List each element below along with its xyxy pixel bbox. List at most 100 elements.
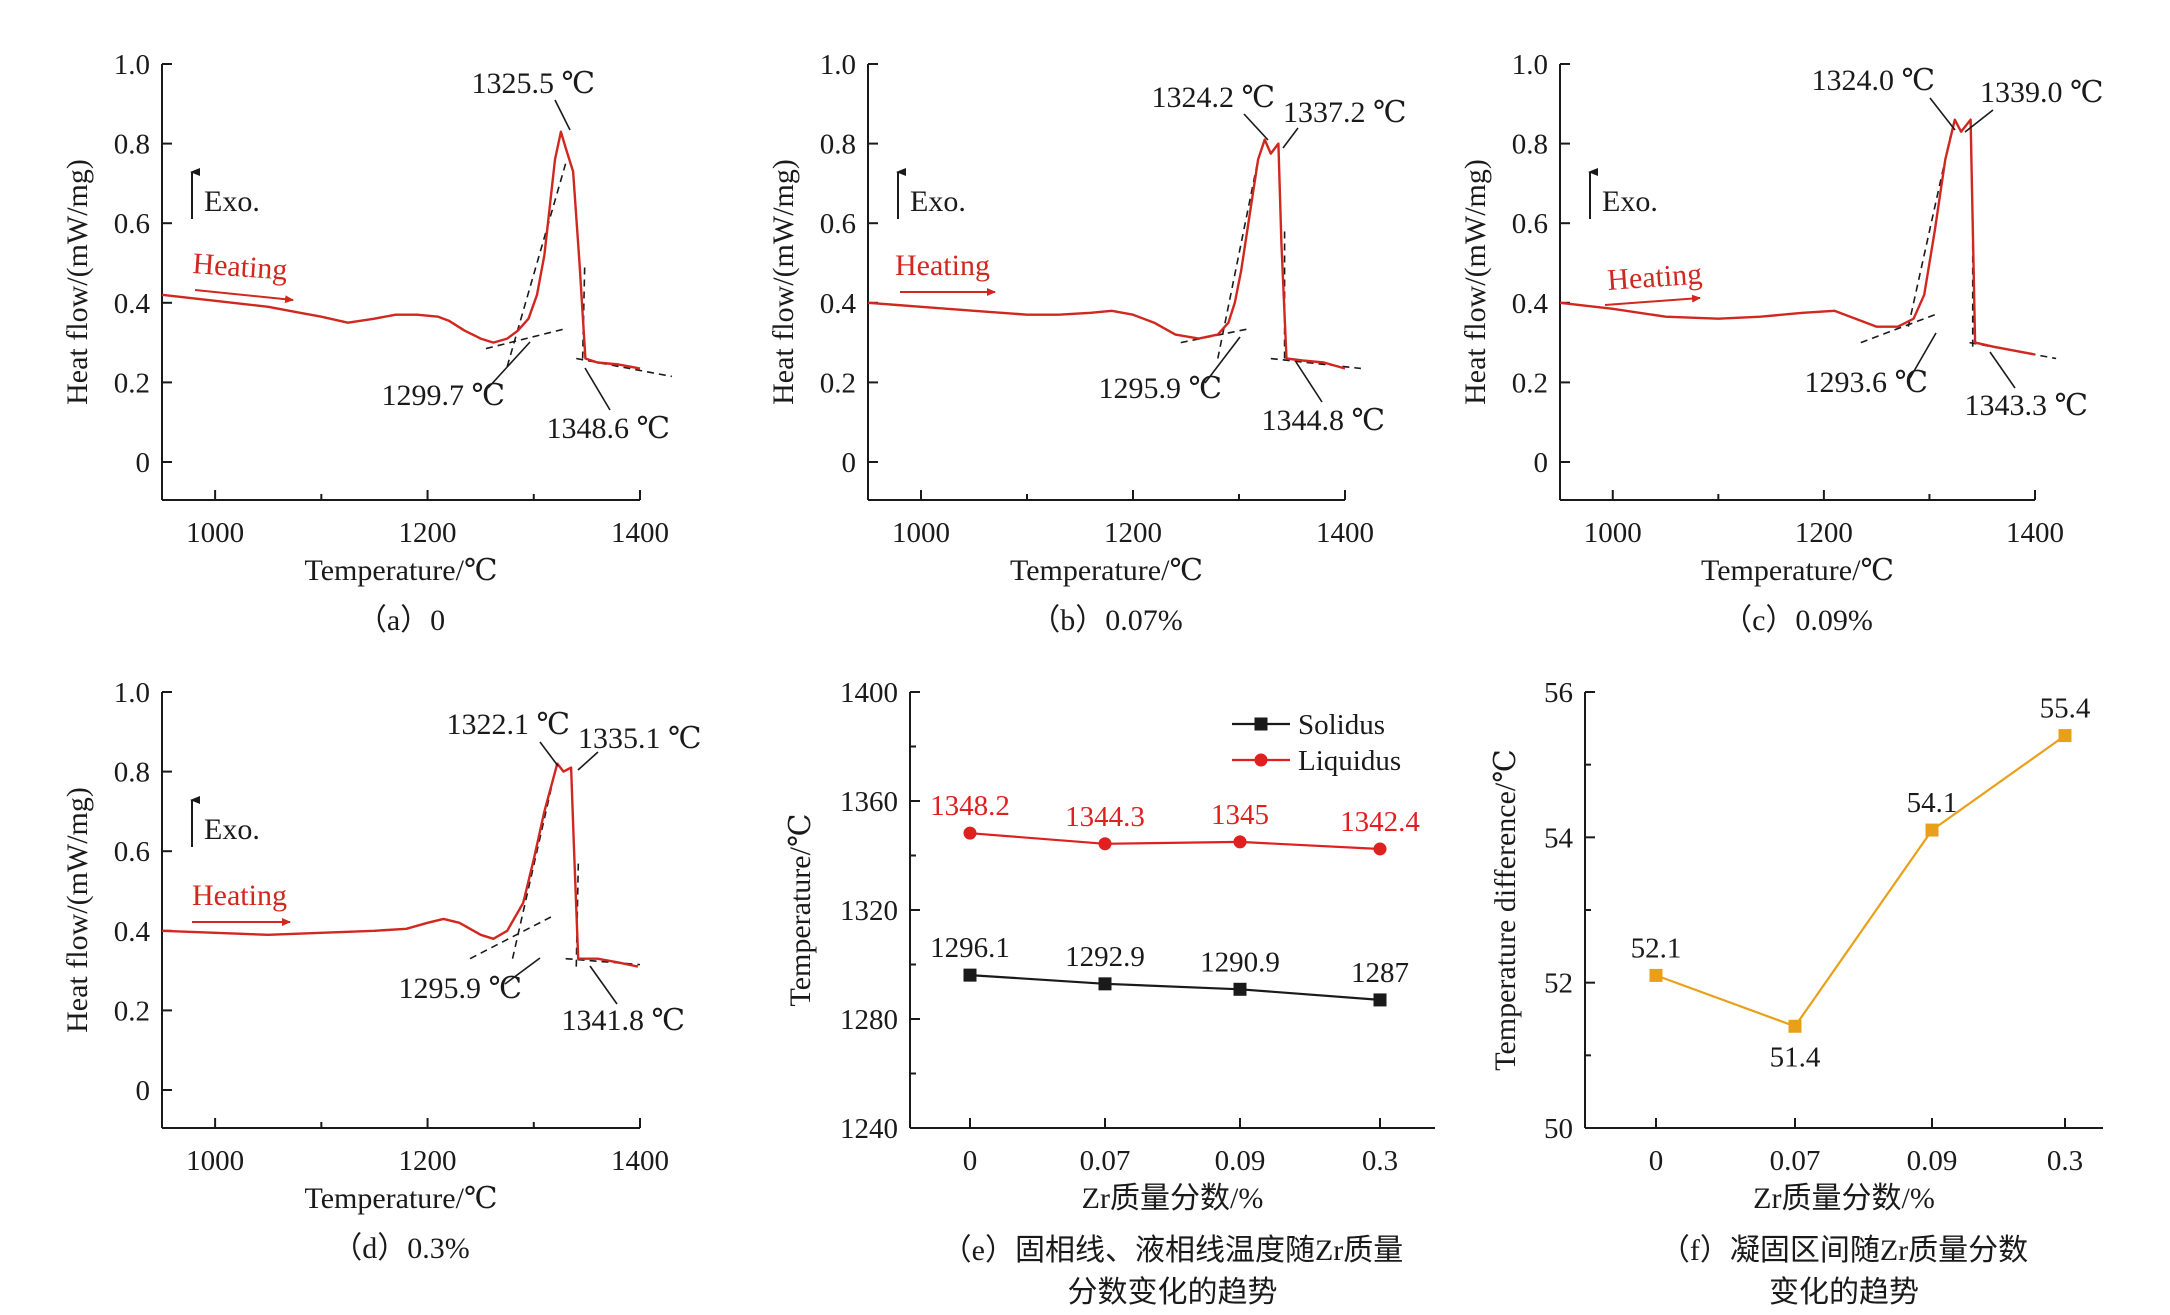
- panel-e-y-tick-label: 1240: [840, 1113, 898, 1145]
- panel-b-y-tick-label: 0.8: [820, 129, 856, 161]
- panel-d-caption: （d）0.3%: [332, 1232, 470, 1265]
- panel-d-leader-line: [539, 741, 559, 767]
- panel-a-y-tick-label: 0.4: [114, 288, 151, 320]
- panel-c-leader-line: [1989, 351, 2016, 389]
- panel-c-leader-line: [1909, 332, 1937, 379]
- panel-f-x-tick-label: 0.09: [1907, 1145, 1958, 1177]
- panel-a-temp-annotation: 1348.6 ℃: [546, 412, 670, 445]
- panel-c-y-tick-label: 0.8: [1512, 129, 1548, 161]
- panel-c-tangent-line: [1907, 135, 1952, 327]
- panel-f-data-point: [2058, 729, 2072, 743]
- panel-e-y-tick-label: 1320: [840, 895, 898, 927]
- panel-a-heating-arrow: [194, 289, 294, 304]
- panel-a-dsc-curve: [161, 130, 641, 370]
- panel-a-y-tick-label: 0.8: [114, 129, 150, 161]
- panel-f-data-label: 52.1: [1631, 932, 1682, 964]
- panel-b-y-label: Heat flow/(mW/mg): [767, 159, 800, 405]
- panel-b-temp-annotation: 1324.2 ℃: [1151, 81, 1275, 114]
- panel-e-x-tick-label: 0.09: [1215, 1145, 1266, 1177]
- panel-d-leader-line: [589, 965, 618, 1005]
- panel-d-temp-annotation: 1335.1 ℃: [578, 722, 702, 755]
- panel-e-y-tick-label: 1280: [840, 1004, 898, 1036]
- panel-c-y-tick-label: 0.6: [1512, 208, 1548, 240]
- panel-e-x-label: Zr质量分数/%: [1082, 1182, 1264, 1215]
- panel-d-y-tick-label: 0: [136, 1075, 151, 1107]
- panel-d-y-tick-label: 0.2: [114, 995, 150, 1027]
- panel-e-legend-marker: [1254, 717, 1268, 731]
- panel-f-x-label: Zr质量分数/%: [1753, 1182, 1935, 1215]
- panel-e-data-point: [1233, 835, 1247, 849]
- panel-a-x-label: Temperature/℃: [304, 554, 497, 587]
- panel-a-leader-line: [487, 341, 531, 389]
- panel-e-data-label: 1290.9: [1200, 946, 1280, 978]
- panel-e-legend-marker: [1254, 753, 1268, 767]
- panel-d-temp-annotation: 1295.9 ℃: [398, 972, 522, 1005]
- panel-b-exo-label: Exo.: [910, 185, 966, 218]
- panel-d-tangent-line: [469, 914, 556, 960]
- panel-a-caption: （a）0: [357, 604, 445, 637]
- panel-a-leader-line: [554, 99, 571, 131]
- panel-c-x-tick-label: 1200: [1795, 517, 1853, 549]
- panel-b-heating-label: Heating: [895, 249, 990, 282]
- panel-a-y-tick-label: 0.6: [114, 208, 150, 240]
- panel-f-data-label: 55.4: [2040, 693, 2091, 725]
- panel-b-temp-annotation: 1337.2 ℃: [1283, 96, 1407, 129]
- panel-c-caption: （c）0.09%: [1722, 604, 1873, 637]
- panel-c-leader-line: [1964, 109, 1994, 133]
- panel-f-y-tick-label: 50: [1544, 1113, 1573, 1145]
- panel-d-leader-line: [577, 751, 599, 771]
- panel-b-y-tick-label: 1.0: [820, 49, 856, 81]
- panel-c-y-label: Heat flow/(mW/mg): [1459, 159, 1492, 405]
- panel-d-y-tick-label: 0.6: [114, 836, 150, 868]
- panel-e-data-label: 1342.4: [1340, 806, 1420, 838]
- panel-c-x-label: Temperature/℃: [1701, 554, 1894, 587]
- panel-b-temp-annotation: 1344.8 ℃: [1261, 404, 1385, 437]
- panel-f-x-tick-label: 0: [1649, 1145, 1664, 1177]
- panel-e-series-line: [969, 974, 1381, 1001]
- panel-a-x-tick-label: 1000: [186, 517, 244, 549]
- panel-e-y-tick-label: 1400: [840, 677, 898, 709]
- panel-f-x-tick-label: 0.07: [1770, 1145, 1821, 1177]
- panel-d-x-tick-label: 1000: [186, 1145, 244, 1177]
- panel-d-y-tick-label: 1.0: [114, 677, 150, 709]
- panel-e-series-line: [969, 832, 1381, 851]
- panel-b-temp-annotation: 1295.9 ℃: [1098, 372, 1222, 405]
- panel-e-data-point: [1373, 842, 1387, 856]
- panel-d-y-label: Heat flow/(mW/mg): [61, 787, 94, 1033]
- panel-c-y-tick-label: 1.0: [1512, 49, 1548, 81]
- panel-a-x-tick-label: 1400: [611, 517, 669, 549]
- panel-c-heating-label: Heating: [1606, 257, 1703, 297]
- panel-d-temp-annotation: 1322.1 ℃: [446, 708, 570, 741]
- panel-e-data-point: [963, 968, 977, 982]
- panel-c-y-tick-label: 0.2: [1512, 367, 1548, 399]
- panel-f-caption-line: 变化的趋势: [1769, 1276, 1919, 1309]
- panel-e-y-label: Temperature/℃: [784, 813, 817, 1006]
- panel-e-data-point: [963, 826, 977, 840]
- panel-d-temp-annotation: 1341.8 ℃: [561, 1004, 685, 1037]
- panel-e-data-label: 1292.9: [1065, 941, 1145, 973]
- panel-a-temp-annotation: 1325.5 ℃: [471, 67, 595, 100]
- panel-d-y-tick-label: 0.8: [114, 757, 150, 789]
- panel-c-temp-annotation: 1339.0 ℃: [1980, 76, 2104, 109]
- panel-f-data-point: [1649, 968, 1663, 982]
- panel-b-y-tick-label: 0.6: [820, 208, 856, 240]
- panel-e-data-label: 1345: [1211, 799, 1269, 831]
- panel-f-data-point: [1788, 1019, 1802, 1033]
- panel-b-x-label: Temperature/℃: [1010, 554, 1203, 587]
- panel-b-leader-line: [1282, 127, 1299, 149]
- panel-f-y-tick-label: 52: [1544, 968, 1573, 1000]
- panel-e-legend-label: Liquidus: [1298, 745, 1401, 777]
- panel-c-temp-annotation: 1343.3 ℃: [1964, 389, 2088, 422]
- panel-e-caption-line: 分数变化的趋势: [1068, 1276, 1278, 1309]
- panel-d-dsc-curve: [161, 762, 639, 968]
- panel-d-x-tick-label: 1200: [399, 1145, 457, 1177]
- panel-f-x-tick-label: 0.3: [2047, 1145, 2083, 1177]
- panel-c-y-tick-label: 0.4: [1512, 288, 1549, 320]
- panel-b-tangent-line: [1217, 159, 1259, 359]
- panel-d-x-label: Temperature/℃: [304, 1182, 497, 1215]
- panel-e-data-point: [1233, 982, 1247, 996]
- panel-e-caption-line: （e）固相线、液相线温度随Zr质量: [942, 1234, 1404, 1267]
- panel-b-y-tick-label: 0.2: [820, 367, 856, 399]
- panel-b-dsc-curve: [867, 138, 1346, 370]
